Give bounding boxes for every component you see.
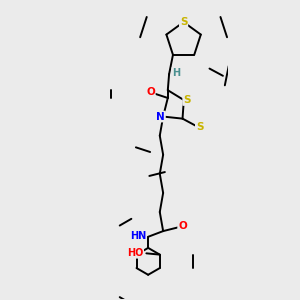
Text: O: O xyxy=(146,87,155,97)
Text: N: N xyxy=(156,112,165,122)
Text: S: S xyxy=(180,17,187,27)
Text: S: S xyxy=(196,122,203,132)
Text: H: H xyxy=(172,68,180,78)
Text: HO: HO xyxy=(127,248,143,258)
Text: S: S xyxy=(183,95,191,105)
Text: O: O xyxy=(178,221,187,231)
Text: HN: HN xyxy=(130,231,146,241)
